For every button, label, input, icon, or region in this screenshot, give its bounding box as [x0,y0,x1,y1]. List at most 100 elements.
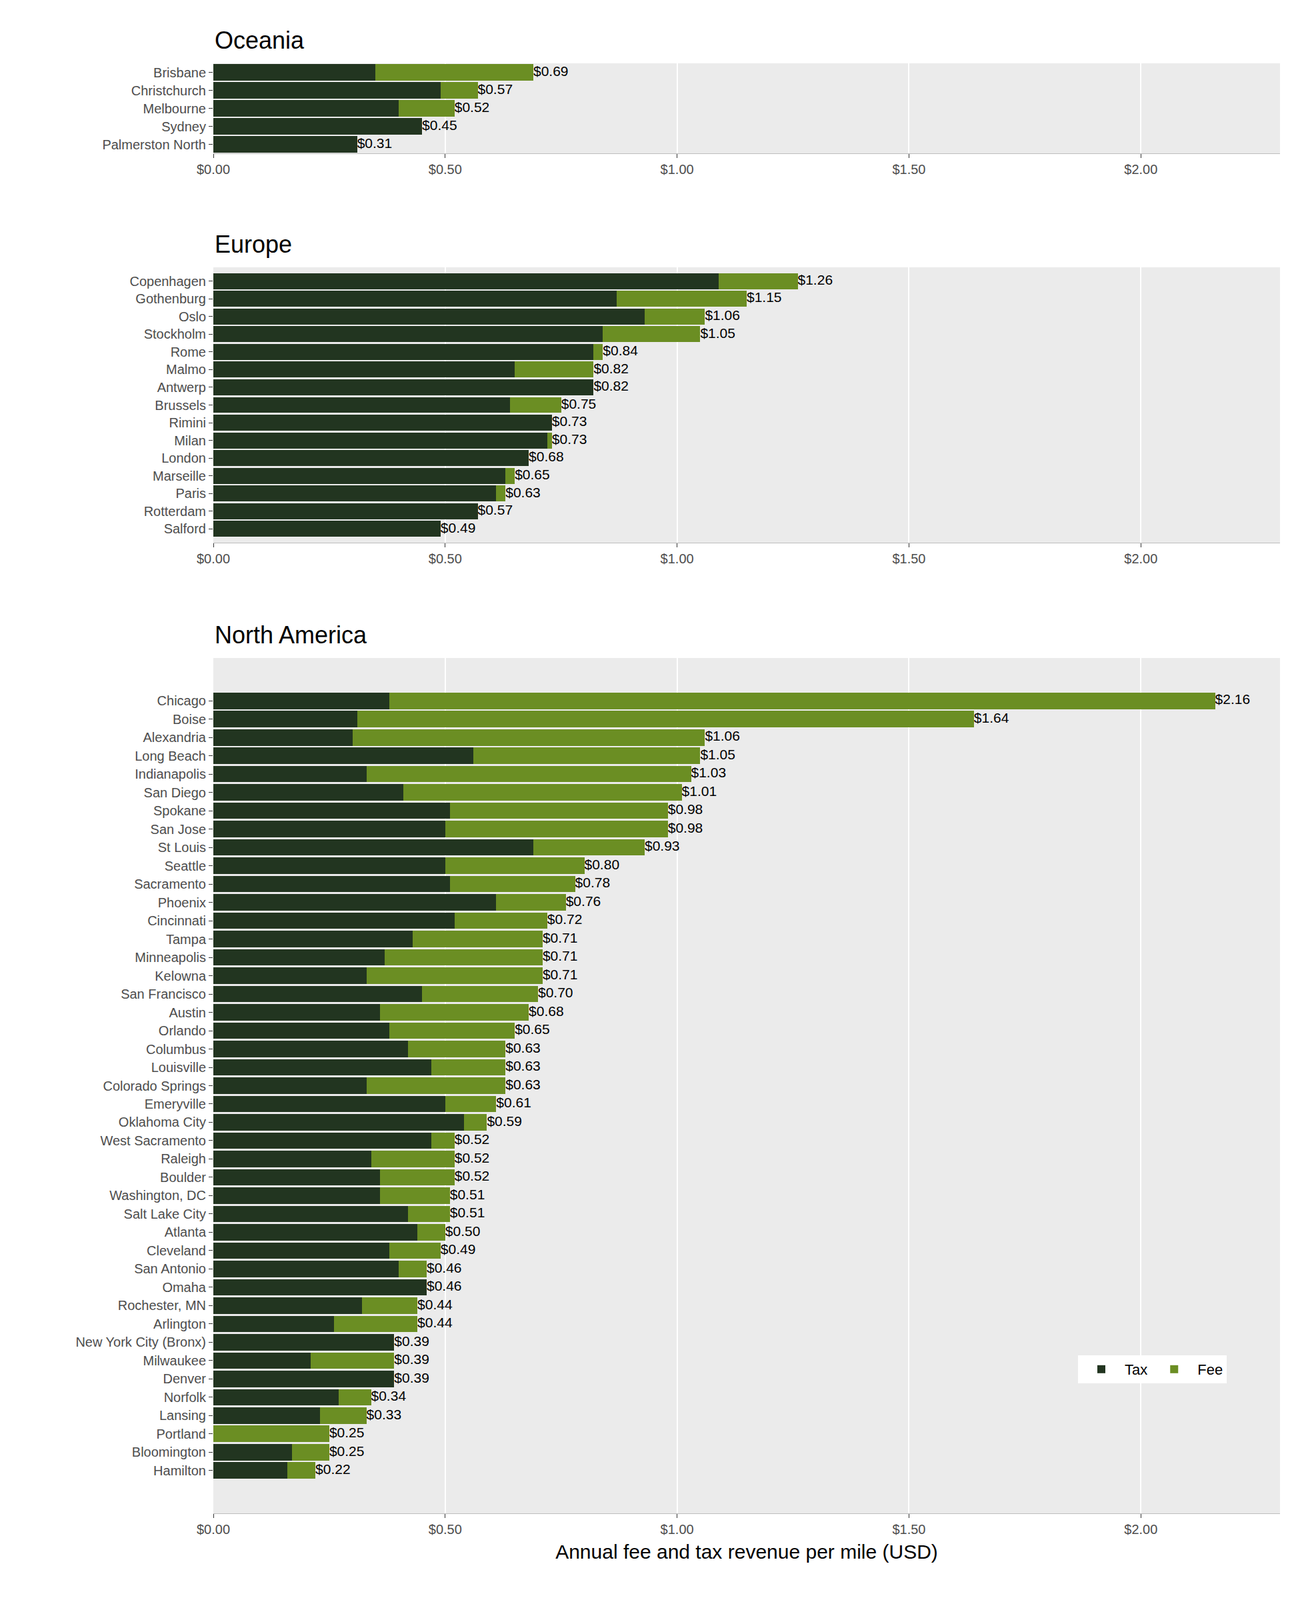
svg-text:Louisville: Louisville [151,1060,206,1075]
svg-text:$0.82: $0.82 [593,360,629,376]
svg-text:Long Beach: Long Beach [134,748,206,764]
svg-text:$1.15: $1.15 [746,289,782,305]
svg-text:$0.71: $0.71 [542,930,578,946]
svg-text:San Jose: San Jose [150,822,206,837]
svg-text:Sacramento: Sacramento [134,876,206,892]
svg-text:Rotterdam: Rotterdam [144,504,206,519]
svg-text:$0.82: $0.82 [593,378,629,394]
svg-text:$0.52: $0.52 [454,99,490,115]
svg-text:Orlando: Orlando [158,1023,206,1038]
svg-text:$0.68: $0.68 [528,448,564,464]
svg-text:$1.00: $1.00 [660,1522,694,1537]
svg-text:$0.44: $0.44 [417,1314,453,1330]
svg-text:$0.25: $0.25 [329,1443,365,1459]
svg-text:Tax: Tax [1124,1361,1148,1378]
svg-text:Melbourne: Melbourne [142,101,206,116]
svg-text:$0.65: $0.65 [514,1021,550,1037]
svg-text:Copenhagen: Copenhagen [129,274,206,289]
svg-text:Bloomington: Bloomington [132,1444,206,1460]
svg-text:Austin: Austin [168,1005,206,1020]
svg-text:Denver: Denver [163,1371,207,1386]
svg-text:$0.98: $0.98 [668,820,704,836]
svg-text:Christchurch: Christchurch [131,83,206,98]
svg-text:Marseille: Marseille [152,468,206,484]
svg-text:$0.31: $0.31 [357,135,393,151]
svg-text:$1.06: $1.06 [704,728,740,744]
svg-text:Salt Lake City: Salt Lake City [124,1206,206,1222]
svg-text:$0.76: $0.76 [566,893,602,909]
svg-text:Spokane: Spokane [153,803,206,818]
svg-text:Brussels: Brussels [154,398,206,413]
svg-text:$0.84: $0.84 [602,342,638,358]
svg-text:$2.00: $2.00 [1124,1522,1158,1537]
svg-text:$2.00: $2.00 [1124,551,1158,566]
svg-text:Milwaukee: Milwaukee [143,1353,206,1368]
svg-text:$0.70: $0.70 [538,984,574,1000]
svg-text:Rochester, MN: Rochester, MN [118,1298,206,1313]
svg-text:$0.71: $0.71 [542,948,578,964]
svg-text:$0.51: $0.51 [450,1204,486,1220]
svg-text:$0.50: $0.50 [445,1223,481,1239]
svg-text:$0.63: $0.63 [505,484,541,500]
svg-text:San Antonio: San Antonio [134,1261,206,1276]
svg-text:$0.75: $0.75 [561,396,597,412]
svg-text:$0.39: $0.39 [394,1351,430,1367]
svg-text:$0.63: $0.63 [505,1058,541,1074]
svg-text:Boulder: Boulder [160,1170,206,1185]
svg-text:Chicago: Chicago [157,693,206,708]
svg-text:Kelowna: Kelowna [154,968,207,984]
svg-text:St Louis: St Louis [158,840,206,855]
svg-text:$1.03: $1.03 [691,764,727,780]
svg-text:Malmo: Malmo [166,362,206,377]
svg-text:$0.00: $0.00 [196,162,230,177]
svg-text:Gothenburg: Gothenburg [135,291,206,306]
svg-text:Antwerp: Antwerp [157,380,206,395]
svg-text:Rome: Rome [170,344,206,360]
svg-text:$0.78: $0.78 [575,874,611,890]
svg-text:$0.73: $0.73 [552,431,588,447]
svg-text:$0.52: $0.52 [454,1131,490,1147]
svg-text:$1.50: $1.50 [892,1522,926,1537]
svg-text:North America: North America [214,621,368,649]
svg-text:$0.63: $0.63 [505,1040,541,1056]
svg-text:$0.65: $0.65 [514,466,550,482]
svg-text:Raleigh: Raleigh [160,1151,206,1166]
svg-text:$0.46: $0.46 [426,1260,462,1276]
svg-text:$1.06: $1.06 [704,307,740,323]
svg-text:Alexandria: Alexandria [142,730,206,745]
svg-text:$1.00: $1.00 [660,162,694,177]
svg-text:$0.68: $0.68 [528,1003,564,1019]
svg-text:San Diego: San Diego [144,785,206,800]
svg-text:Annual fee and tax revenue per: Annual fee and tax revenue per mile (USD… [555,1540,938,1563]
svg-text:$0.33: $0.33 [366,1406,402,1422]
svg-text:Atlanta: Atlanta [164,1224,207,1240]
svg-text:Colorado Springs: Colorado Springs [102,1078,206,1094]
svg-text:$0.71: $0.71 [542,966,578,982]
svg-text:Columbus: Columbus [146,1042,206,1057]
svg-text:Oklahoma City: Oklahoma City [118,1114,206,1130]
svg-text:Palmerston North: Palmerston North [102,137,206,152]
svg-text:San Francisco: San Francisco [120,986,206,1002]
svg-text:$1.26: $1.26 [798,272,834,288]
svg-text:Portland: Portland [156,1426,207,1442]
svg-text:$0.57: $0.57 [478,502,514,518]
svg-text:$0.61: $0.61 [496,1094,532,1110]
svg-text:$0.00: $0.00 [196,551,230,566]
svg-text:$0.57: $0.57 [478,81,514,97]
svg-text:Milan: Milan [174,433,206,448]
svg-text:$1.05: $1.05 [700,325,736,341]
svg-text:$0.25: $0.25 [329,1424,365,1440]
svg-text:Arlington: Arlington [153,1316,206,1332]
svg-text:$0.50: $0.50 [428,551,462,566]
svg-text:Oceania: Oceania [214,26,305,54]
svg-text:Omaha: Omaha [162,1280,206,1295]
svg-text:$0.39: $0.39 [394,1370,430,1386]
svg-text:London: London [161,450,206,466]
svg-text:$0.49: $0.49 [440,520,476,536]
svg-text:$0.45: $0.45 [422,117,458,133]
svg-text:$0.50: $0.50 [428,1522,462,1537]
svg-text:Stockholm: Stockholm [144,326,206,342]
svg-text:$1.05: $1.05 [700,746,736,762]
svg-text:$0.80: $0.80 [584,856,620,872]
svg-text:Paris: Paris [175,486,206,501]
